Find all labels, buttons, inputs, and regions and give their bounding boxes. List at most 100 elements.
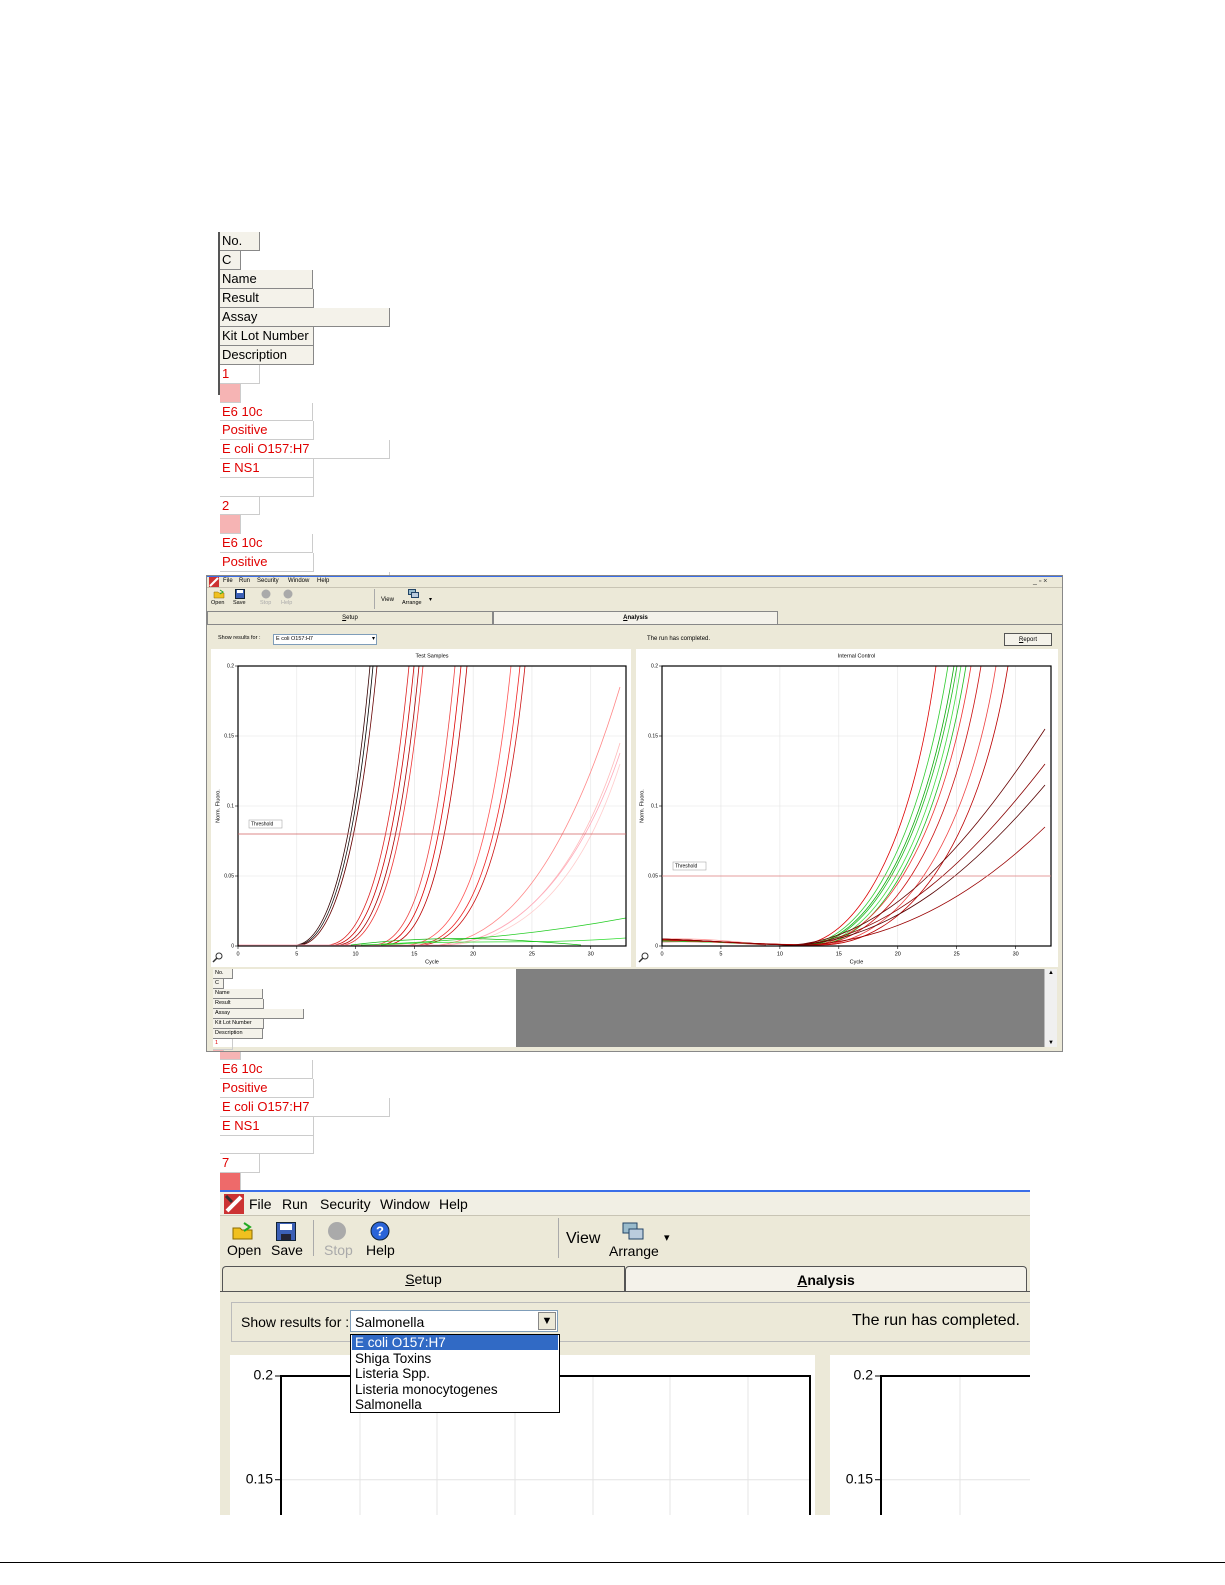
column-header[interactable]: Name [213, 989, 263, 999]
dropdown-option[interactable]: Listeria Spp. [355, 1366, 431, 1381]
threshold-label: Threshold [251, 821, 273, 827]
page-rule [0, 1562, 1225, 1563]
save-icon[interactable] [235, 589, 245, 599]
y-tick-label: 0.2 [854, 1367, 874, 1383]
tab-active[interactable]: Analysis [493, 611, 778, 624]
column-header[interactable]: C [213, 979, 224, 989]
x-tick-label: 5 [719, 951, 722, 957]
amplification-curves [238, 665, 627, 946]
menu-item[interactable]: Run [239, 578, 251, 584]
tab-label: Setup [405, 1271, 442, 1287]
column-header[interactable]: Description [213, 1029, 263, 1039]
color-swatch [220, 383, 241, 403]
column-header[interactable]: Name [220, 270, 313, 289]
tab-active[interactable]: Analysis [625, 1266, 1027, 1292]
toolbar-button-label[interactable]: Save [233, 600, 246, 606]
table-cell: Positive [220, 1079, 314, 1099]
title-line [207, 576, 1062, 577]
menu-item[interactable]: Run [282, 1196, 308, 1212]
menu-item[interactable]: Window [380, 1196, 430, 1212]
help-icon [283, 589, 293, 599]
menu-background [220, 1192, 1030, 1215]
menu-item[interactable]: Security [257, 578, 279, 584]
view-label[interactable]: View [566, 1230, 601, 1247]
table-cell: 2 [220, 496, 260, 516]
toolbar-button-label[interactable]: Open [211, 600, 225, 606]
column-header[interactable]: Assay [213, 1009, 304, 1019]
dropdown-option[interactable]: Salmonella [355, 1397, 422, 1412]
scrollbar[interactable]: ▲ ▼ [1044, 969, 1057, 1047]
column-header[interactable]: Description [220, 346, 314, 365]
toolbar-button-label[interactable]: Save [271, 1242, 303, 1258]
menu-item[interactable]: File [249, 1196, 272, 1212]
arrange-label[interactable]: Arrange [609, 1243, 659, 1259]
toolbar-button-label[interactable]: Open [227, 1242, 262, 1258]
svg-text:?: ? [376, 1223, 384, 1238]
help-icon[interactable]: ? [370, 1221, 390, 1241]
tab-line [207, 624, 1062, 625]
x-tick-label: 10 [777, 951, 783, 957]
select-arrow[interactable]: ▼ [538, 1312, 556, 1330]
separator [374, 589, 375, 609]
menu-item[interactable]: Help [317, 578, 330, 584]
open-icon[interactable] [213, 589, 225, 599]
table-cell: E NS1 [220, 1116, 314, 1136]
button-label: Report [1018, 637, 1038, 643]
arrange-icon[interactable] [408, 589, 420, 599]
app-window-large: File Run Security Window Help ? Open Save Stop… [220, 1190, 1030, 1515]
x-tick-label: 30 [588, 951, 594, 957]
tab[interactable]: Setup [207, 611, 493, 624]
column-header[interactable]: Kit Lot Number [213, 1019, 264, 1029]
y-tick-label: 0.2 [254, 1367, 274, 1383]
arrange-icon[interactable] [622, 1222, 646, 1242]
column-header[interactable]: Assay [220, 308, 390, 327]
menu-item[interactable]: Help [439, 1196, 468, 1212]
column-header[interactable]: No. [213, 969, 233, 979]
assay-select[interactable]: E coli O157:H7 ▾ [273, 634, 377, 645]
window-controls[interactable]: _ ▫ × [1033, 578, 1048, 585]
dropdown-option[interactable]: Listeria monocytogenes [355, 1381, 498, 1397]
column-header[interactable]: Result [220, 289, 314, 308]
arrange-dropdown-arrow[interactable]: ▾ [664, 1232, 670, 1244]
column-header[interactable]: No. [220, 232, 260, 251]
column-header[interactable]: Result [213, 999, 264, 1009]
arrange-dropdown-arrow[interactable]: ▾ [429, 597, 433, 603]
separator [558, 1218, 559, 1258]
tab[interactable]: Setup [222, 1266, 625, 1292]
zoom-icon[interactable] [212, 951, 224, 963]
table-cell: E6 10c [220, 402, 313, 422]
column-header[interactable]: C [220, 251, 241, 270]
assay-select[interactable]: Salmonella ▼ [350, 1310, 558, 1332]
stop-icon [261, 589, 271, 599]
threshold-label-box [672, 861, 707, 871]
table-cell: E6 10c [220, 1060, 313, 1080]
dropdown-option[interactable]: E coli O157:H7 [352, 1335, 558, 1350]
y-tick-label: 0.1 [227, 803, 234, 809]
zoom-icon[interactable] [638, 951, 650, 963]
toolbar-button-label[interactable]: Help [281, 600, 293, 606]
chart-title: Test Samples [415, 653, 448, 659]
stop-icon [328, 1222, 346, 1240]
toolbar-button-label[interactable]: Help [366, 1242, 395, 1258]
menu-item[interactable]: Security [320, 1196, 371, 1212]
dropdown-option[interactable]: Shiga Toxins [355, 1350, 432, 1366]
y-tick-label: 0.15 [648, 733, 658, 739]
open-icon[interactable] [232, 1222, 254, 1240]
scroll-down[interactable]: ▼ [1048, 1040, 1054, 1046]
menu-item[interactable]: File [223, 578, 233, 584]
y-tick-label: 0.15 [246, 1470, 273, 1486]
x-tick-label: 25 [529, 951, 535, 957]
menu-item[interactable]: Window [288, 578, 310, 584]
arrange-label[interactable]: Arrange [402, 600, 422, 606]
column-header[interactable]: Kit Lot Number [220, 327, 314, 346]
report-button[interactable]: Report [1004, 633, 1052, 646]
internal-control-chart: 0 5 10 15 20 25 30 0 0.05 0.1 0.15 0.2 Threshold Inte… [636, 649, 1058, 967]
tab-label: Analysis [797, 1272, 855, 1288]
results-panel [231, 1302, 1030, 1342]
scroll-up[interactable]: ▲ [1048, 970, 1054, 976]
view-label[interactable]: View [381, 597, 394, 603]
title-line [220, 1190, 1030, 1192]
show-results-label: Show results for : [218, 635, 261, 641]
save-icon[interactable] [276, 1222, 296, 1241]
y-tick-label: 0 [655, 943, 658, 949]
